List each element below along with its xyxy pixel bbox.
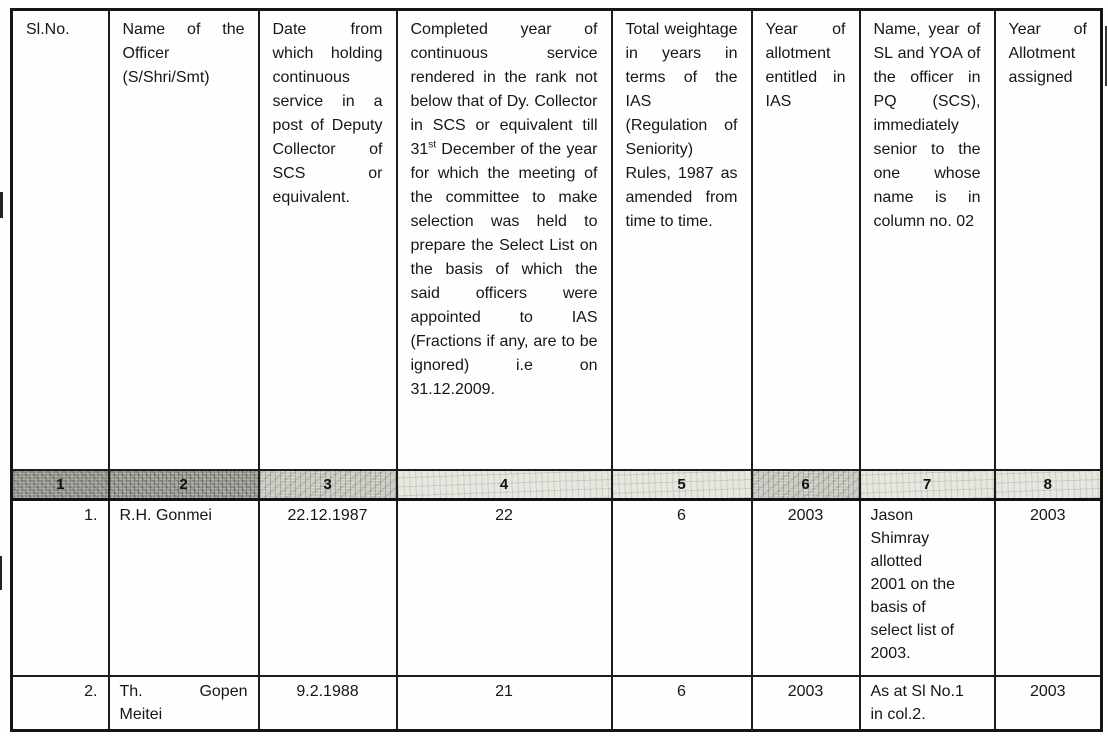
cell-completed-years: 21 [395, 674, 613, 731]
column-number-row: 1 2 3 4 5 6 7 8 [10, 468, 1103, 501]
cell-senior-officer: Jason Shimray allotted 2001 on the basis… [858, 498, 996, 677]
header-completed-years-text-2: December of the year for which the meeti… [410, 141, 598, 398]
header-service-date: Date from which holding continuous servi… [257, 8, 398, 471]
cell-senior-officer: As at Sl No.1 in col.2. [858, 674, 996, 731]
column-number-cell: 4 [395, 468, 613, 501]
header-year-assigned: Year of Allotment assigned [993, 8, 1103, 471]
header-officer-name: Name of the Officer (S/Shri/Smt) [107, 8, 260, 471]
column-number-cell: 7 [858, 468, 996, 501]
column-number-cell: 5 [610, 468, 753, 501]
scan-artifact [1105, 26, 1107, 86]
cell-service-date: 9.2.1988 [257, 674, 398, 731]
header-completed-years: Completed year of continuous service ren… [395, 8, 613, 471]
cell-weightage: 6 [610, 498, 753, 677]
table-row: 2. Th. Gopen Meitei 9.2.1988 21 6 2003 A… [10, 674, 1103, 731]
header-year-entitled: Year of allotment entitled in IAS [750, 8, 861, 471]
table-header-row: Sl.No. Name of the Officer (S/Shri/Smt) … [10, 8, 1103, 471]
cell-completed-years: 22 [395, 498, 613, 677]
column-number-cell: 1 [10, 468, 110, 501]
cell-sl-no: 2. [10, 674, 110, 731]
cell-year-entitled: 2003 [750, 498, 861, 677]
header-senior-officer: Name, year of SL and YOA of the officer … [858, 8, 996, 471]
header-completed-years-text: Completed year of continuous service ren… [410, 21, 598, 158]
cell-sl-no: 1. [10, 498, 110, 677]
cell-weightage: 6 [610, 674, 753, 731]
cell-officer-name: Th. Gopen Meitei [107, 674, 260, 731]
column-number-cell: 6 [750, 468, 861, 501]
column-number-cell: 2 [107, 468, 260, 501]
cell-officer-name: R.H. Gonmei [107, 498, 260, 677]
scan-artifact [0, 556, 2, 590]
cell-year-entitled: 2003 [750, 674, 861, 731]
column-number-cell: 3 [257, 468, 398, 501]
cell-year-assigned: 2003 [993, 498, 1103, 677]
cell-year-assigned: 2003 [993, 674, 1103, 731]
scan-artifact [0, 192, 3, 218]
column-number-cell: 8 [993, 468, 1103, 501]
header-total-weightage: Total weightage in years in terms of the… [610, 8, 753, 471]
header-sl-no: Sl.No. [10, 8, 110, 471]
seniority-table: Sl.No. Name of the Officer (S/Shri/Smt) … [10, 8, 1103, 732]
superscript-st: st [428, 139, 437, 151]
table-row: 1. R.H. Gonmei 22.12.1987 22 6 2003 Jaso… [10, 498, 1103, 677]
cell-service-date: 22.12.1987 [257, 498, 398, 677]
